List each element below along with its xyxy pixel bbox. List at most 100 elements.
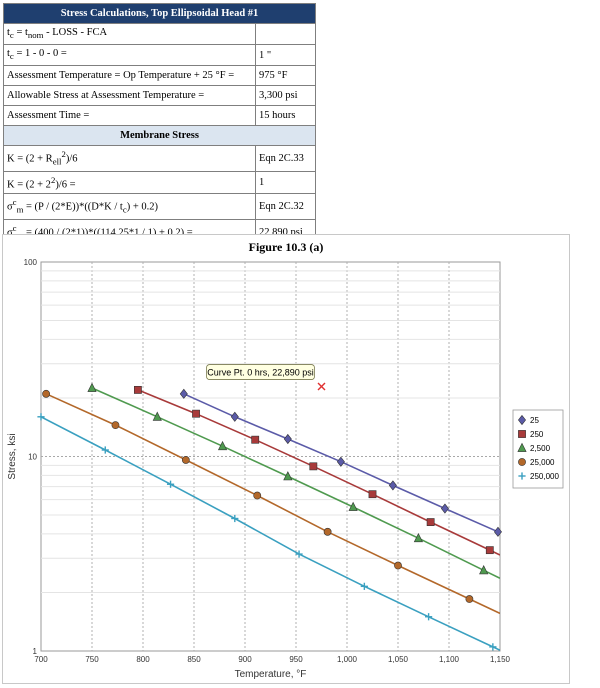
legend-item: 250,000 <box>518 472 559 481</box>
x-tick-label: 950 <box>289 655 303 664</box>
series-250000 <box>37 413 500 651</box>
annotation-x-marker <box>317 382 326 391</box>
chart-panel: Figure 10.3 (a) 700 750 800 850 900 950 1,000 1… <box>2 234 570 684</box>
legend-label: 25 <box>530 416 539 425</box>
x-tick-label: 1,100 <box>439 655 460 664</box>
circle-marker <box>465 595 474 603</box>
circle-marker <box>42 389 50 398</box>
row-value: Eqn 2C.33 <box>254 145 317 172</box>
legend-item: 25 <box>518 414 539 426</box>
y-tick-label: 1 <box>33 647 38 656</box>
series-line <box>183 393 500 534</box>
diamond-marker <box>440 503 449 514</box>
legend-label: 2,500 <box>530 444 551 453</box>
row-value: 3,300 psi <box>254 85 317 107</box>
chart-series <box>37 382 502 651</box>
x-tick-label: 1,000 <box>337 655 358 664</box>
x-tick-label: 850 <box>187 655 201 664</box>
square-marker <box>251 435 260 444</box>
table-row: K = (2 + 22)/6 = 1 <box>3 170 317 195</box>
diamond-marker <box>179 388 188 399</box>
table-row: Assessment Time = 15 hours <box>3 105 317 127</box>
chart-axes: 700 750 800 850 900 950 1,000 1,050 1,100 1,150 1 1… <box>7 258 511 680</box>
square-marker <box>485 546 494 555</box>
legend-item: 25,000 <box>518 458 555 467</box>
table-row: K = (2 + Rell2)/6 Eqn 2C.33 <box>3 145 317 172</box>
table-row: Allowable Stress at Assessment Temperatu… <box>3 85 317 107</box>
circle-marker <box>111 421 120 430</box>
x-axis-label: Temperature, °F <box>235 669 307 680</box>
x-tick-label: 700 <box>34 655 48 664</box>
row-value: 975 °F <box>254 65 317 87</box>
chart-title: Figure 10.3 (a) <box>249 240 324 254</box>
row-label: K = (2 + Rell2)/6 <box>3 145 256 172</box>
triangle-marker <box>87 382 97 392</box>
section-title: Membrane Stress <box>2 125 317 147</box>
series-250 <box>134 385 500 556</box>
row-label: tc = 1 - 0 - 0 = <box>3 44 256 67</box>
triangle-marker <box>283 471 293 481</box>
diamond-marker <box>336 456 345 467</box>
table-row: tc = 1 - 0 - 0 = 1 " <box>3 44 317 67</box>
circle-marker <box>323 527 332 536</box>
row-label: tc = tnom - LOSS - FCA <box>3 22 256 46</box>
legend-item: 2,500 <box>517 442 551 453</box>
diamond-marker <box>283 433 292 445</box>
square-marker <box>368 490 377 499</box>
diamond-marker <box>518 414 526 426</box>
triangle-marker <box>152 411 162 421</box>
x-tick-label: 1,050 <box>388 655 409 664</box>
triangle-marker <box>517 442 527 452</box>
callout-text: Curve Pt. 0 hrs, 22,890 psi <box>207 368 314 378</box>
circle-marker <box>518 458 526 466</box>
table-row: Assessment Temperature = Op Temperature … <box>3 65 317 87</box>
callout-box <box>206 364 315 380</box>
x-tick-label: 800 <box>136 655 150 664</box>
circle-marker <box>181 456 190 464</box>
diamond-marker <box>388 480 397 491</box>
triangle-marker <box>217 440 228 451</box>
legend-label: 25,000 <box>530 458 555 467</box>
section-row: Membrane Stress <box>2 125 317 147</box>
row-value: 1 <box>254 170 317 195</box>
series-line <box>45 393 500 615</box>
triangle-marker <box>348 501 358 511</box>
table-row: tc = tnom - LOSS - FCA <box>3 22 317 46</box>
row-label: K = (2 + 22)/6 = <box>3 170 256 195</box>
diamond-marker <box>230 411 239 422</box>
row-value: 1 " <box>254 44 317 67</box>
row-label: Assessment Temperature = Op Temperature … <box>3 65 256 87</box>
table-row: σcm = (P / (2*E))*((D*K / tc) + 0.2) Eqn … <box>3 193 317 220</box>
legend-label: 250,000 <box>530 472 559 481</box>
table-title: Stress Calculations, Top Ellipsoidal Hea… <box>2 3 317 24</box>
square-marker <box>426 518 435 526</box>
row-label: σcm = (P / (2*E))*((D*K / tc) + 0.2) <box>3 193 256 220</box>
square-marker <box>134 385 142 394</box>
series-2500 <box>87 382 500 580</box>
square-marker <box>309 462 318 471</box>
y-axis-label: Stress, ksi <box>7 433 18 479</box>
row-value: 15 hours <box>254 105 317 127</box>
legend-label: 250 <box>530 430 544 439</box>
triangle-marker <box>413 532 423 543</box>
triangle-marker <box>479 565 489 575</box>
x-tick-label: 750 <box>85 655 99 664</box>
chart-annotation: Curve Pt. 0 hrs, 22,890 psi <box>206 364 326 391</box>
x-tick-label: 900 <box>238 655 252 664</box>
row-value: Eqn 2C.32 <box>254 193 317 220</box>
chart-legend: 25 250 2,500 25,000 250,000 <box>512 409 564 489</box>
legend-item: 250 <box>518 430 544 439</box>
y-tick-label: 10 <box>28 453 37 462</box>
circle-marker <box>253 491 262 500</box>
row-label: Allowable Stress at Assessment Temperatu… <box>3 85 256 107</box>
chart-grid <box>40 261 501 652</box>
circle-marker <box>394 561 402 570</box>
row-value <box>254 22 317 46</box>
series-line <box>91 387 500 580</box>
square-marker <box>518 430 526 438</box>
series-25 <box>179 388 502 537</box>
stress-temperature-chart: Figure 10.3 (a) 700 750 800 850 900 950 1,000 1… <box>7 240 564 680</box>
series-line <box>137 389 500 556</box>
diamond-marker <box>493 526 502 537</box>
series-25000 <box>42 389 500 615</box>
